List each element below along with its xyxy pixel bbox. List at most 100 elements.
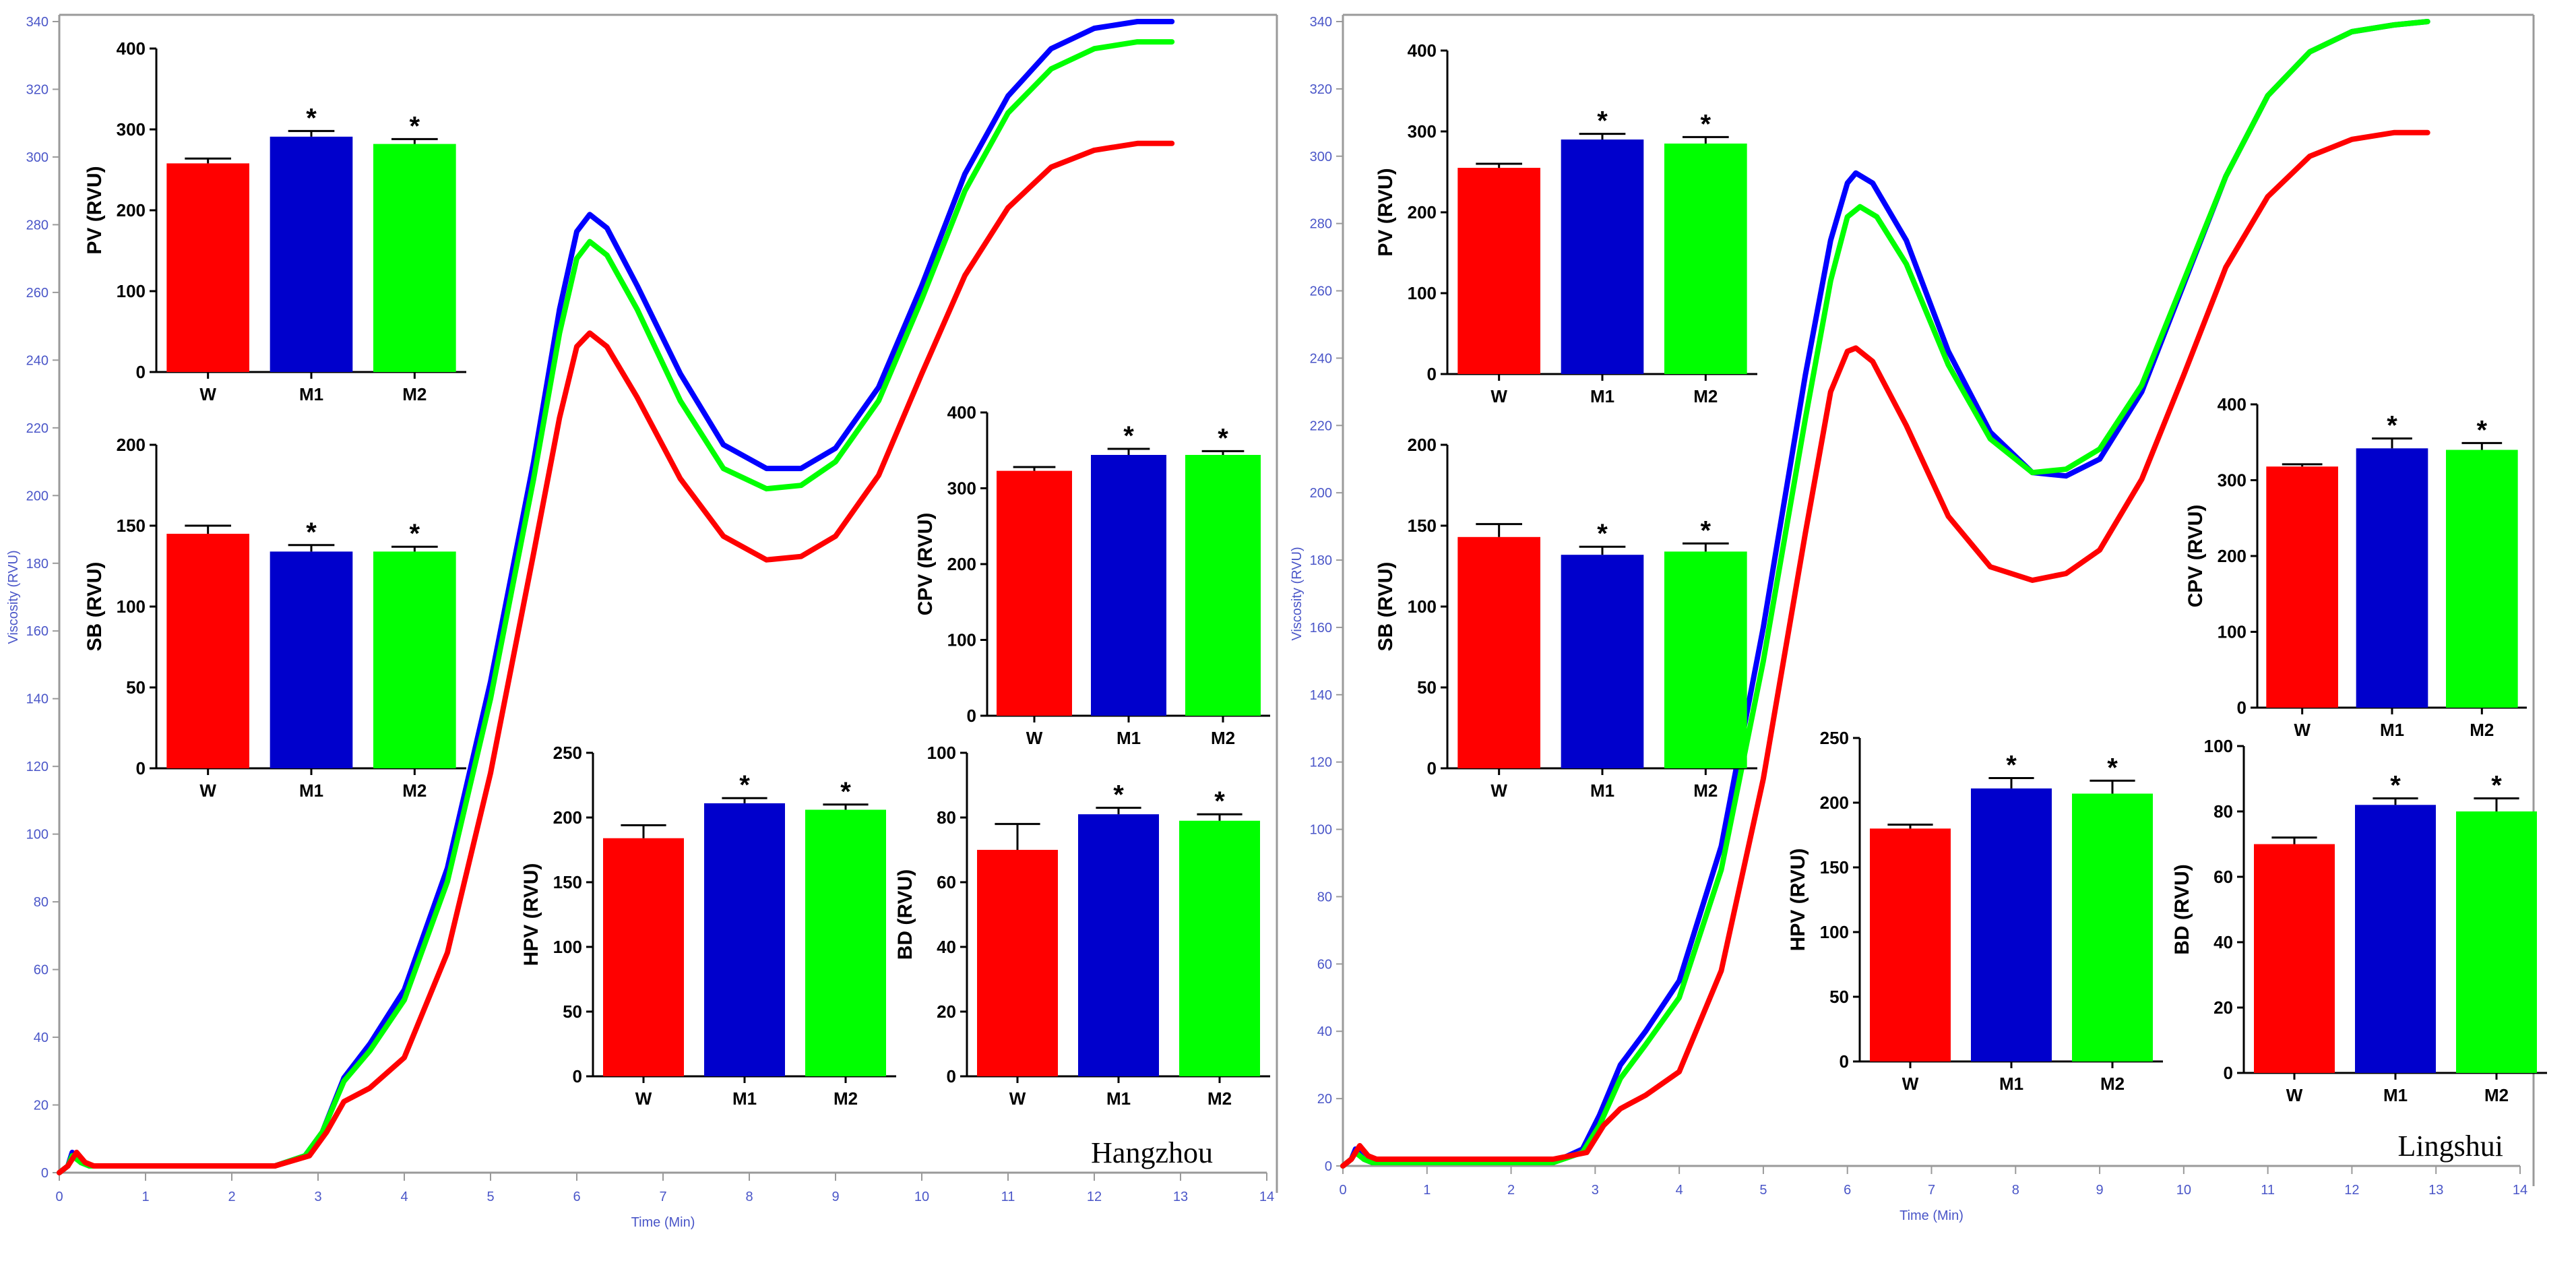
y-tick-label: 320 bbox=[1310, 82, 1332, 97]
inset-y-label: BD (RVU) bbox=[894, 869, 916, 960]
y-tick-label: 280 bbox=[26, 218, 49, 233]
x-tick-label: 9 bbox=[831, 1190, 839, 1204]
inset-category-label: M1 bbox=[2383, 1085, 2408, 1105]
inset-y-label: SB (RVU) bbox=[84, 562, 106, 652]
inset-bd-chart: 0 20 40 60 80 100 BD (RVU) W * M1 * M2 bbox=[894, 743, 1270, 1109]
bar-m2 bbox=[2446, 450, 2518, 708]
location-label: Hangzhou bbox=[1091, 1136, 1213, 1169]
significance-star: * bbox=[1218, 423, 1228, 453]
bar-m2 bbox=[2456, 811, 2537, 1073]
inset-y-tick-label: 0 bbox=[967, 706, 976, 726]
inset-y-tick-label: 300 bbox=[2218, 470, 2247, 491]
x-tick-label: 8 bbox=[745, 1190, 753, 1204]
inset-y-tick-label: 200 bbox=[1408, 202, 1437, 222]
inset-y-tick-label: 0 bbox=[573, 1066, 582, 1086]
significance-star: * bbox=[1701, 516, 1711, 545]
y-tick-label: 120 bbox=[26, 760, 49, 774]
inset-y-tick-label: 50 bbox=[1417, 677, 1437, 698]
inset-y-tick-label: 200 bbox=[947, 554, 976, 574]
significance-star: * bbox=[1123, 421, 1134, 451]
significance-star: * bbox=[1701, 109, 1711, 139]
y-tick-label: 20 bbox=[1317, 1092, 1332, 1107]
x-tick-label: 14 bbox=[2513, 1183, 2527, 1198]
inset-category-label: W bbox=[199, 780, 216, 801]
inset-category-label: M1 bbox=[2380, 720, 2404, 740]
inset-y-label: PV (RVU) bbox=[1375, 168, 1397, 256]
x-tick-label: 10 bbox=[2176, 1183, 2191, 1198]
bar-w bbox=[166, 534, 249, 768]
y-tick-label: 80 bbox=[34, 895, 49, 910]
y-tick-label: 0 bbox=[41, 1166, 49, 1181]
inset-y-tick-label: 100 bbox=[117, 596, 146, 617]
x-tick-label: 8 bbox=[2012, 1183, 2019, 1198]
bar-m2 bbox=[373, 551, 456, 768]
inset-y-tick-label: 150 bbox=[1820, 857, 1849, 877]
y-tick-label: 160 bbox=[26, 624, 49, 639]
bar-m1 bbox=[1561, 555, 1644, 768]
y-tick-label: 280 bbox=[1310, 217, 1332, 232]
inset-y-tick-label: 200 bbox=[1408, 435, 1437, 455]
inset-y-tick-label: 0 bbox=[136, 362, 146, 382]
bar-w bbox=[1457, 536, 1540, 768]
bar-m1 bbox=[2355, 805, 2436, 1073]
inset-y-tick-label: 50 bbox=[1829, 987, 1849, 1007]
y-tick-label: 180 bbox=[26, 557, 49, 572]
bar-m2 bbox=[373, 144, 456, 372]
bar-m1 bbox=[1561, 140, 1644, 374]
inset-pv-chart: 0 100 200 300 400 PV (RVU) W * M1 * M2 bbox=[84, 38, 466, 404]
inset-y-tick-label: 100 bbox=[1408, 596, 1437, 617]
x-tick-label: 3 bbox=[1592, 1183, 1599, 1198]
x-tick-label: 0 bbox=[1339, 1183, 1346, 1198]
inset-y-label: HPV (RVU) bbox=[520, 863, 542, 966]
inset-category-label: M2 bbox=[2100, 1074, 2125, 1094]
bar-m2 bbox=[805, 809, 886, 1076]
inset-category-label: W bbox=[1902, 1074, 1919, 1094]
significance-star: * bbox=[410, 111, 420, 141]
inset-y-tick-label: 20 bbox=[937, 1001, 956, 1022]
inset-y-label: CPV (RVU) bbox=[2185, 505, 2207, 608]
y-tick-label: 260 bbox=[1310, 284, 1332, 299]
viscosity-chart-lingshui: 0 1 2 3 4 5 6 7 8 9 10 11 12 13 1402040608010012014016… bbox=[1290, 13, 2547, 1223]
inset-category-label: M2 bbox=[402, 384, 427, 404]
y-tick-label: 0 bbox=[1325, 1159, 1332, 1174]
significance-star: * bbox=[2107, 753, 2118, 782]
inset-category-label: M2 bbox=[2470, 720, 2494, 740]
significance-star: * bbox=[306, 518, 317, 547]
y-tick-label: 20 bbox=[34, 1099, 49, 1113]
y-tick-label: 340 bbox=[26, 15, 49, 30]
inset-y-tick-label: 50 bbox=[126, 677, 146, 698]
inset-y-tick-label: 0 bbox=[1427, 364, 1437, 384]
x-tick-label: 1 bbox=[1423, 1183, 1431, 1198]
x-tick-label: 12 bbox=[1087, 1190, 1102, 1204]
inset-category-label: M1 bbox=[1999, 1074, 2023, 1094]
inset-y-tick-label: 0 bbox=[1427, 758, 1437, 778]
inset-pv-chart: 0 100 200 300 400 PV (RVU) W * M1 * M2 bbox=[1375, 40, 1757, 406]
inset-category-label: M1 bbox=[732, 1088, 757, 1109]
inset-y-tick-label: 150 bbox=[553, 872, 582, 892]
inset-y-tick-label: 250 bbox=[1820, 728, 1849, 748]
bar-m1 bbox=[1971, 788, 2052, 1061]
inset-y-tick-label: 0 bbox=[136, 758, 146, 778]
y-tick-label: 200 bbox=[1310, 486, 1332, 501]
x-tick-label: 0 bbox=[55, 1190, 63, 1204]
x-tick-label: 14 bbox=[1259, 1190, 1274, 1204]
inset-y-tick-label: 40 bbox=[2213, 932, 2233, 952]
x-tick-label: 7 bbox=[659, 1190, 666, 1204]
inset-category-label: M1 bbox=[1117, 728, 1141, 748]
inset-category-label: W bbox=[1026, 728, 1043, 748]
x-tick-label: 3 bbox=[314, 1190, 321, 1204]
x-tick-label: 10 bbox=[914, 1190, 929, 1204]
y-tick-label: 220 bbox=[1310, 419, 1332, 433]
series-line-w bbox=[1340, 129, 2430, 1169]
bar-m1 bbox=[1091, 455, 1166, 716]
inset-y-tick-label: 100 bbox=[2204, 736, 2233, 756]
y-tick-label: 120 bbox=[1310, 755, 1332, 770]
x-tick-label: 4 bbox=[1676, 1183, 1683, 1198]
bar-w bbox=[166, 163, 249, 372]
inset-cpv-chart: 0 100 200 300 400 CPV (RVU) W * M1 * M2 bbox=[914, 402, 1270, 748]
significance-star: * bbox=[1597, 106, 1608, 136]
bar-w bbox=[997, 470, 1072, 716]
inset-sb-chart: 0 50 100 150 200 SB (RVU) W * M1 * M2 bbox=[1375, 435, 1757, 801]
inset-y-label: BD (RVU) bbox=[2171, 864, 2193, 954]
y-tick-label: 40 bbox=[34, 1030, 49, 1045]
